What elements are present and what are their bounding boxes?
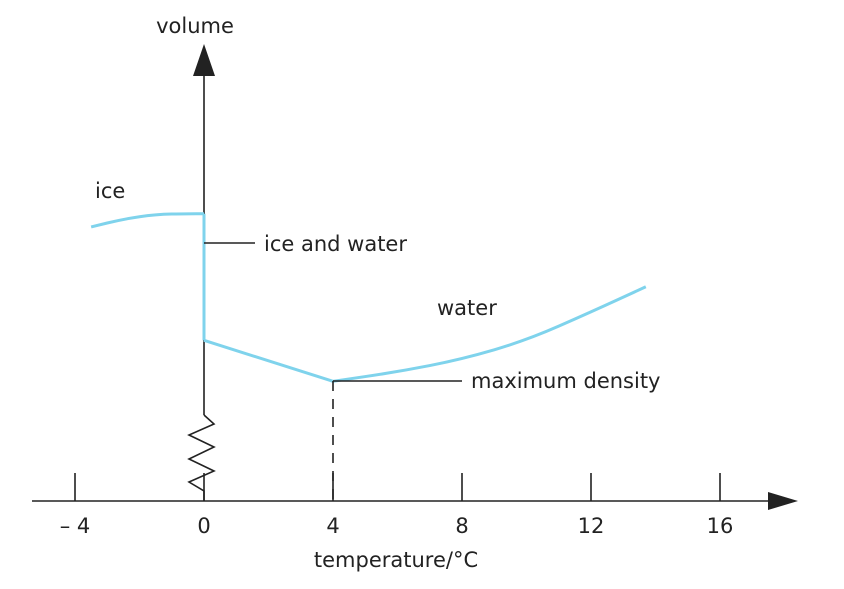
y-axis-label: volume xyxy=(156,14,234,38)
y-axis-arrow xyxy=(193,44,215,76)
series-line-ice xyxy=(90,212,204,229)
x-axis-arrow xyxy=(768,492,798,510)
series-line-water xyxy=(203,285,647,383)
x-tick-label: – 4 xyxy=(60,514,91,538)
annotation-ice-and-water: ice and water xyxy=(264,232,407,256)
annotation-maximum-density: maximum density xyxy=(471,369,660,393)
x-tick-label: 0 xyxy=(197,514,210,538)
x-axis-label: temperature/°C xyxy=(314,548,478,572)
x-tick-label: 16 xyxy=(707,514,734,538)
curves xyxy=(90,212,647,383)
x-tick-label: 8 xyxy=(455,514,468,538)
x-tick-label: 4 xyxy=(326,514,339,538)
annotation-water: water xyxy=(437,296,497,320)
x-ticks: – 4 0 4 8 12 16 xyxy=(60,473,734,538)
annotation-ice: ice xyxy=(95,179,125,203)
y-axis-break-zigzag xyxy=(187,414,216,501)
x-tick-label: 12 xyxy=(578,514,605,538)
